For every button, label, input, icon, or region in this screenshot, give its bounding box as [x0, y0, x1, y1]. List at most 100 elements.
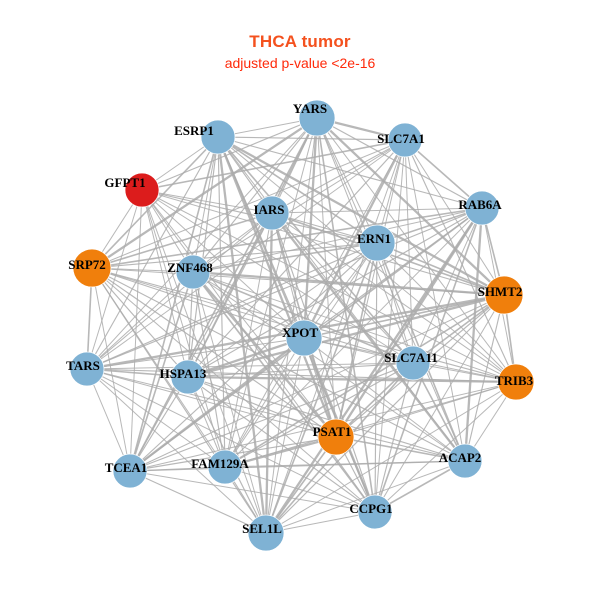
node-xpot[interactable]: XPOT: [282, 319, 323, 357]
edge: [91, 207, 483, 269]
edge: [187, 271, 194, 378]
edge: [217, 136, 517, 383]
edge: [224, 207, 483, 468]
edge: [86, 136, 219, 370]
edge: [141, 189, 273, 214]
edge: [129, 362, 414, 472]
edge: [141, 139, 406, 191]
node-circle[interactable]: [175, 254, 211, 290]
node-psat1[interactable]: PSAT1: [313, 418, 355, 456]
node-label: XPOT: [282, 325, 318, 340]
node-circle[interactable]: [170, 359, 206, 395]
edge: [187, 376, 376, 513]
edge: [464, 294, 505, 462]
edge: [412, 207, 483, 364]
node-slc7a1[interactable]: SLC7A1: [377, 122, 425, 158]
node-circle[interactable]: [395, 345, 431, 381]
node-srp72[interactable]: SRP72: [68, 248, 112, 288]
node-circle[interactable]: [124, 172, 160, 208]
edge: [86, 368, 337, 438]
edge: [217, 135, 505, 297]
node-hspa13[interactable]: HSPA13: [160, 359, 207, 395]
node-znf468[interactable]: ZNF468: [167, 254, 213, 290]
node-ccpg1[interactable]: CCPG1: [349, 494, 393, 530]
node-circle[interactable]: [464, 190, 500, 226]
edge: [91, 139, 406, 269]
edge: [91, 117, 318, 269]
edge: [86, 368, 267, 534]
edge: [91, 267, 189, 378]
edge: [265, 139, 406, 534]
node-circle[interactable]: [497, 363, 535, 401]
node-label: ACAP2: [439, 450, 482, 465]
edge: [224, 460, 466, 468]
node-tcea1[interactable]: TCEA1: [105, 453, 148, 489]
edge: [192, 271, 414, 364]
node-trib3[interactable]: TRIB3: [495, 363, 535, 401]
edge: [412, 362, 466, 462]
node-circle[interactable]: [447, 443, 483, 479]
edge: [141, 189, 226, 468]
edge: [217, 136, 378, 244]
edge: [129, 189, 143, 472]
page-subtitle: adjusted p-value <2e-16: [224, 55, 376, 71]
edge: [187, 293, 505, 379]
edge: [192, 270, 505, 297]
edge: [265, 207, 483, 534]
edge: [376, 242, 414, 364]
node-gfpt1[interactable]: GFPT1: [104, 172, 160, 208]
node-circle[interactable]: [317, 418, 355, 456]
edge: [86, 117, 318, 370]
node-label: SEL1L: [242, 521, 282, 536]
edge: [374, 362, 414, 513]
edge: [86, 368, 131, 472]
node-label: SLC7A11: [384, 350, 437, 365]
node-circle[interactable]: [484, 275, 524, 315]
edge: [192, 271, 305, 339]
node-acap2[interactable]: ACAP2: [439, 443, 483, 479]
edge: [374, 139, 406, 513]
node-circle[interactable]: [112, 453, 148, 489]
node-circle[interactable]: [69, 351, 105, 387]
node-circle[interactable]: [207, 449, 243, 485]
node-circle[interactable]: [358, 224, 396, 262]
edge: [129, 470, 267, 534]
edge: [141, 189, 505, 296]
edge: [187, 242, 378, 378]
node-circle[interactable]: [285, 319, 323, 357]
edge: [86, 207, 483, 370]
edge: [303, 337, 466, 462]
node-shmt2[interactable]: SHMT2: [478, 275, 524, 315]
edge: [91, 267, 414, 364]
node-label: ERN1: [357, 231, 391, 246]
node-esrp1[interactable]: ESRP1: [174, 119, 236, 155]
node-tars[interactable]: TARS: [66, 351, 105, 387]
node-label: RAB6A: [458, 197, 502, 212]
edge: [374, 381, 517, 513]
edge: [86, 337, 305, 370]
node-slc7a11[interactable]: SLC7A11: [384, 345, 438, 381]
edge: [91, 267, 466, 462]
node-circle[interactable]: [387, 122, 423, 158]
edge: [141, 117, 318, 191]
node-circle[interactable]: [247, 514, 285, 552]
node-fam129a[interactable]: FAM129A: [191, 449, 249, 485]
node-label: YARS: [293, 101, 327, 116]
edge: [376, 207, 483, 244]
node-rab6a[interactable]: RAB6A: [458, 190, 502, 226]
node-circle[interactable]: [357, 494, 393, 530]
edge: [271, 207, 483, 214]
node-ern1[interactable]: ERN1: [357, 224, 396, 262]
edge: [192, 207, 483, 273]
node-circle[interactable]: [72, 248, 112, 288]
node-yars[interactable]: YARS: [293, 99, 336, 137]
node-sel1l[interactable]: SEL1L: [242, 514, 285, 552]
node-circle[interactable]: [298, 99, 336, 137]
node-circle[interactable]: [254, 195, 290, 231]
node-iars[interactable]: IARS: [253, 195, 290, 231]
edge: [192, 271, 267, 534]
node-circle[interactable]: [200, 119, 236, 155]
edge: [224, 435, 337, 469]
edge: [129, 294, 505, 472]
